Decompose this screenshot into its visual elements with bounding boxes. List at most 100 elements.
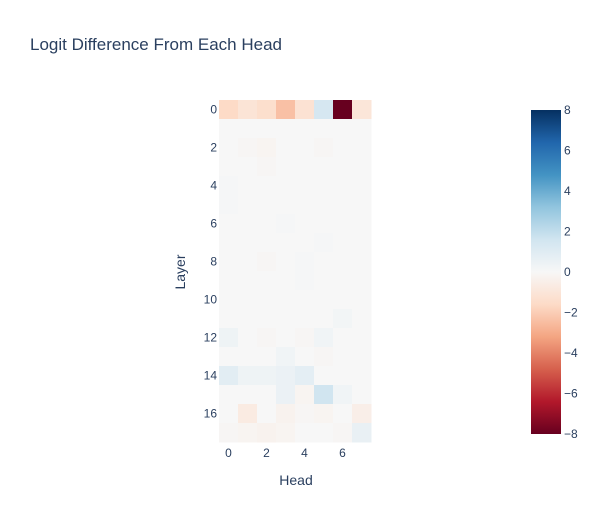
heatmap-cell-layer9-head0 <box>219 271 239 291</box>
heatmap-cell-layer10-head5 <box>314 290 334 310</box>
y-tick-label: 0 <box>210 103 217 117</box>
heatmap-cell-layer5-head6 <box>333 195 353 215</box>
heatmap-cell-layer17-head1 <box>238 423 258 443</box>
colorbar-tick-label: 0 <box>564 265 571 279</box>
heatmap-cell-layer15-head3 <box>276 385 296 405</box>
heatmap-cell-layer0-head2 <box>257 100 277 120</box>
heatmap-cell-layer11-head1 <box>238 309 258 329</box>
heatmap-cell-layer7-head3 <box>276 233 296 253</box>
heatmap-cell-layer8-head4 <box>295 252 315 272</box>
colorbar-tick-label: −6 <box>564 387 578 401</box>
colorbar-tick-label: −2 <box>564 306 578 320</box>
heatmap-cell-layer2-head0 <box>219 138 239 158</box>
heatmap-cell-layer9-head1 <box>238 271 258 291</box>
heatmap-cell-layer10-head1 <box>238 290 258 310</box>
heatmap-cell-layer7-head7 <box>352 233 372 253</box>
heatmap-cell-layer13-head5 <box>314 347 334 367</box>
heatmap-cell-layer6-head7 <box>352 214 372 234</box>
colorbar-tick-label: −4 <box>564 346 578 360</box>
heatmap-cell-layer12-head4 <box>295 328 315 348</box>
heatmap-cell-layer4-head0 <box>219 176 239 196</box>
heatmap-cell-layer3-head0 <box>219 157 239 177</box>
heatmap-cell-layer17-head2 <box>257 423 277 443</box>
heatmap-cell-layer8-head6 <box>333 252 353 272</box>
x-tick-label: 0 <box>225 446 232 460</box>
heatmap-cell-layer1-head5 <box>314 119 334 139</box>
heatmap-cell-layer16-head3 <box>276 404 296 424</box>
heatmap-cell-layer2-head4 <box>295 138 315 158</box>
heatmap-cell-layer4-head3 <box>276 176 296 196</box>
x-tick-label: 2 <box>263 446 270 460</box>
heatmap-cell-layer8-head1 <box>238 252 258 272</box>
heatmap-cell-layer2-head2 <box>257 138 277 158</box>
heatmap-cell-layer11-head3 <box>276 309 296 329</box>
heatmap-cell-layer4-head1 <box>238 176 258 196</box>
heatmap-cell-layer11-head6 <box>333 309 353 329</box>
y-tick-label: 6 <box>210 217 217 231</box>
heatmap-cell-layer12-head2 <box>257 328 277 348</box>
heatmap-cell-layer0-head3 <box>276 100 296 120</box>
heatmap-cell-layer14-head3 <box>276 366 296 386</box>
heatmap-cell-layer17-head7 <box>352 423 372 443</box>
heatmap-cell-layer16-head7 <box>352 404 372 424</box>
heatmap-cell-layer5-head3 <box>276 195 296 215</box>
heatmap-cell-layer15-head0 <box>219 385 239 405</box>
colorbar-ticks: 8 6 4 2 0 −2 −4 −6 −8 <box>564 103 578 441</box>
heatmap-cell-layer14-head6 <box>333 366 353 386</box>
heatmap-cell-layer17-head4 <box>295 423 315 443</box>
y-axis-title: Layer <box>172 254 188 289</box>
heatmap-cell-layer16-head2 <box>257 404 277 424</box>
heatmap-cell-layer0-head1 <box>238 100 258 120</box>
x-axis-title: Head <box>279 472 312 488</box>
heatmap-cell-layer1-head2 <box>257 119 277 139</box>
heatmap-cell-layer10-head0 <box>219 290 239 310</box>
heatmap-cell-layer10-head3 <box>276 290 296 310</box>
heatmap-cell-layer17-head6 <box>333 423 353 443</box>
heatmap-cell-layer13-head3 <box>276 347 296 367</box>
heatmap-cell-layer5-head0 <box>219 195 239 215</box>
heatmap-cell-layer2-head1 <box>238 138 258 158</box>
y-tick-label: 10 <box>204 293 218 307</box>
heatmap-cells <box>219 100 372 443</box>
heatmap-cell-layer9-head5 <box>314 271 334 291</box>
heatmap-cell-layer9-head6 <box>333 271 353 291</box>
heatmap-cell-layer16-head1 <box>238 404 258 424</box>
heatmap-cell-layer1-head4 <box>295 119 315 139</box>
heatmap-cell-layer15-head2 <box>257 385 277 405</box>
heatmap-cell-layer10-head7 <box>352 290 372 310</box>
heatmap-cell-layer6-head4 <box>295 214 315 234</box>
heatmap-cell-layer7-head1 <box>238 233 258 253</box>
heatmap-cell-layer16-head0 <box>219 404 239 424</box>
heatmap-cell-layer3-head2 <box>257 157 277 177</box>
heatmap-cell-layer11-head5 <box>314 309 334 329</box>
y-tick-label: 8 <box>210 255 217 269</box>
heatmap-cell-layer15-head1 <box>238 385 258 405</box>
heatmap-cell-layer12-head0 <box>219 328 239 348</box>
heatmap-cell-layer17-head0 <box>219 423 239 443</box>
heatmap-cell-layer12-head7 <box>352 328 372 348</box>
colorbar-tick-label: 8 <box>564 103 571 117</box>
heatmap-cell-layer2-head7 <box>352 138 372 158</box>
heatmap-cell-layer1-head6 <box>333 119 353 139</box>
heatmap-cell-layer8-head5 <box>314 252 334 272</box>
chart-title: Logit Difference From Each Head <box>30 35 282 54</box>
x-axis-ticks: 0 2 4 6 <box>225 446 346 460</box>
heatmap-cell-layer12-head6 <box>333 328 353 348</box>
heatmap-cell-layer15-head7 <box>352 385 372 405</box>
heatmap-cell-layer3-head1 <box>238 157 258 177</box>
heatmap-cell-layer1-head1 <box>238 119 258 139</box>
heatmap-cell-layer9-head4 <box>295 271 315 291</box>
heatmap-cell-layer7-head4 <box>295 233 315 253</box>
heatmap-cell-layer3-head4 <box>295 157 315 177</box>
heatmap-cell-layer11-head7 <box>352 309 372 329</box>
heatmap-cell-layer6-head3 <box>276 214 296 234</box>
heatmap-cell-layer5-head1 <box>238 195 258 215</box>
heatmap-cell-layer14-head0 <box>219 366 239 386</box>
heatmap-cell-layer8-head3 <box>276 252 296 272</box>
heatmap-cell-layer2-head3 <box>276 138 296 158</box>
heatmap-cell-layer10-head4 <box>295 290 315 310</box>
heatmap-cell-layer15-head4 <box>295 385 315 405</box>
heatmap-cell-layer17-head5 <box>314 423 334 443</box>
heatmap-cell-layer10-head2 <box>257 290 277 310</box>
